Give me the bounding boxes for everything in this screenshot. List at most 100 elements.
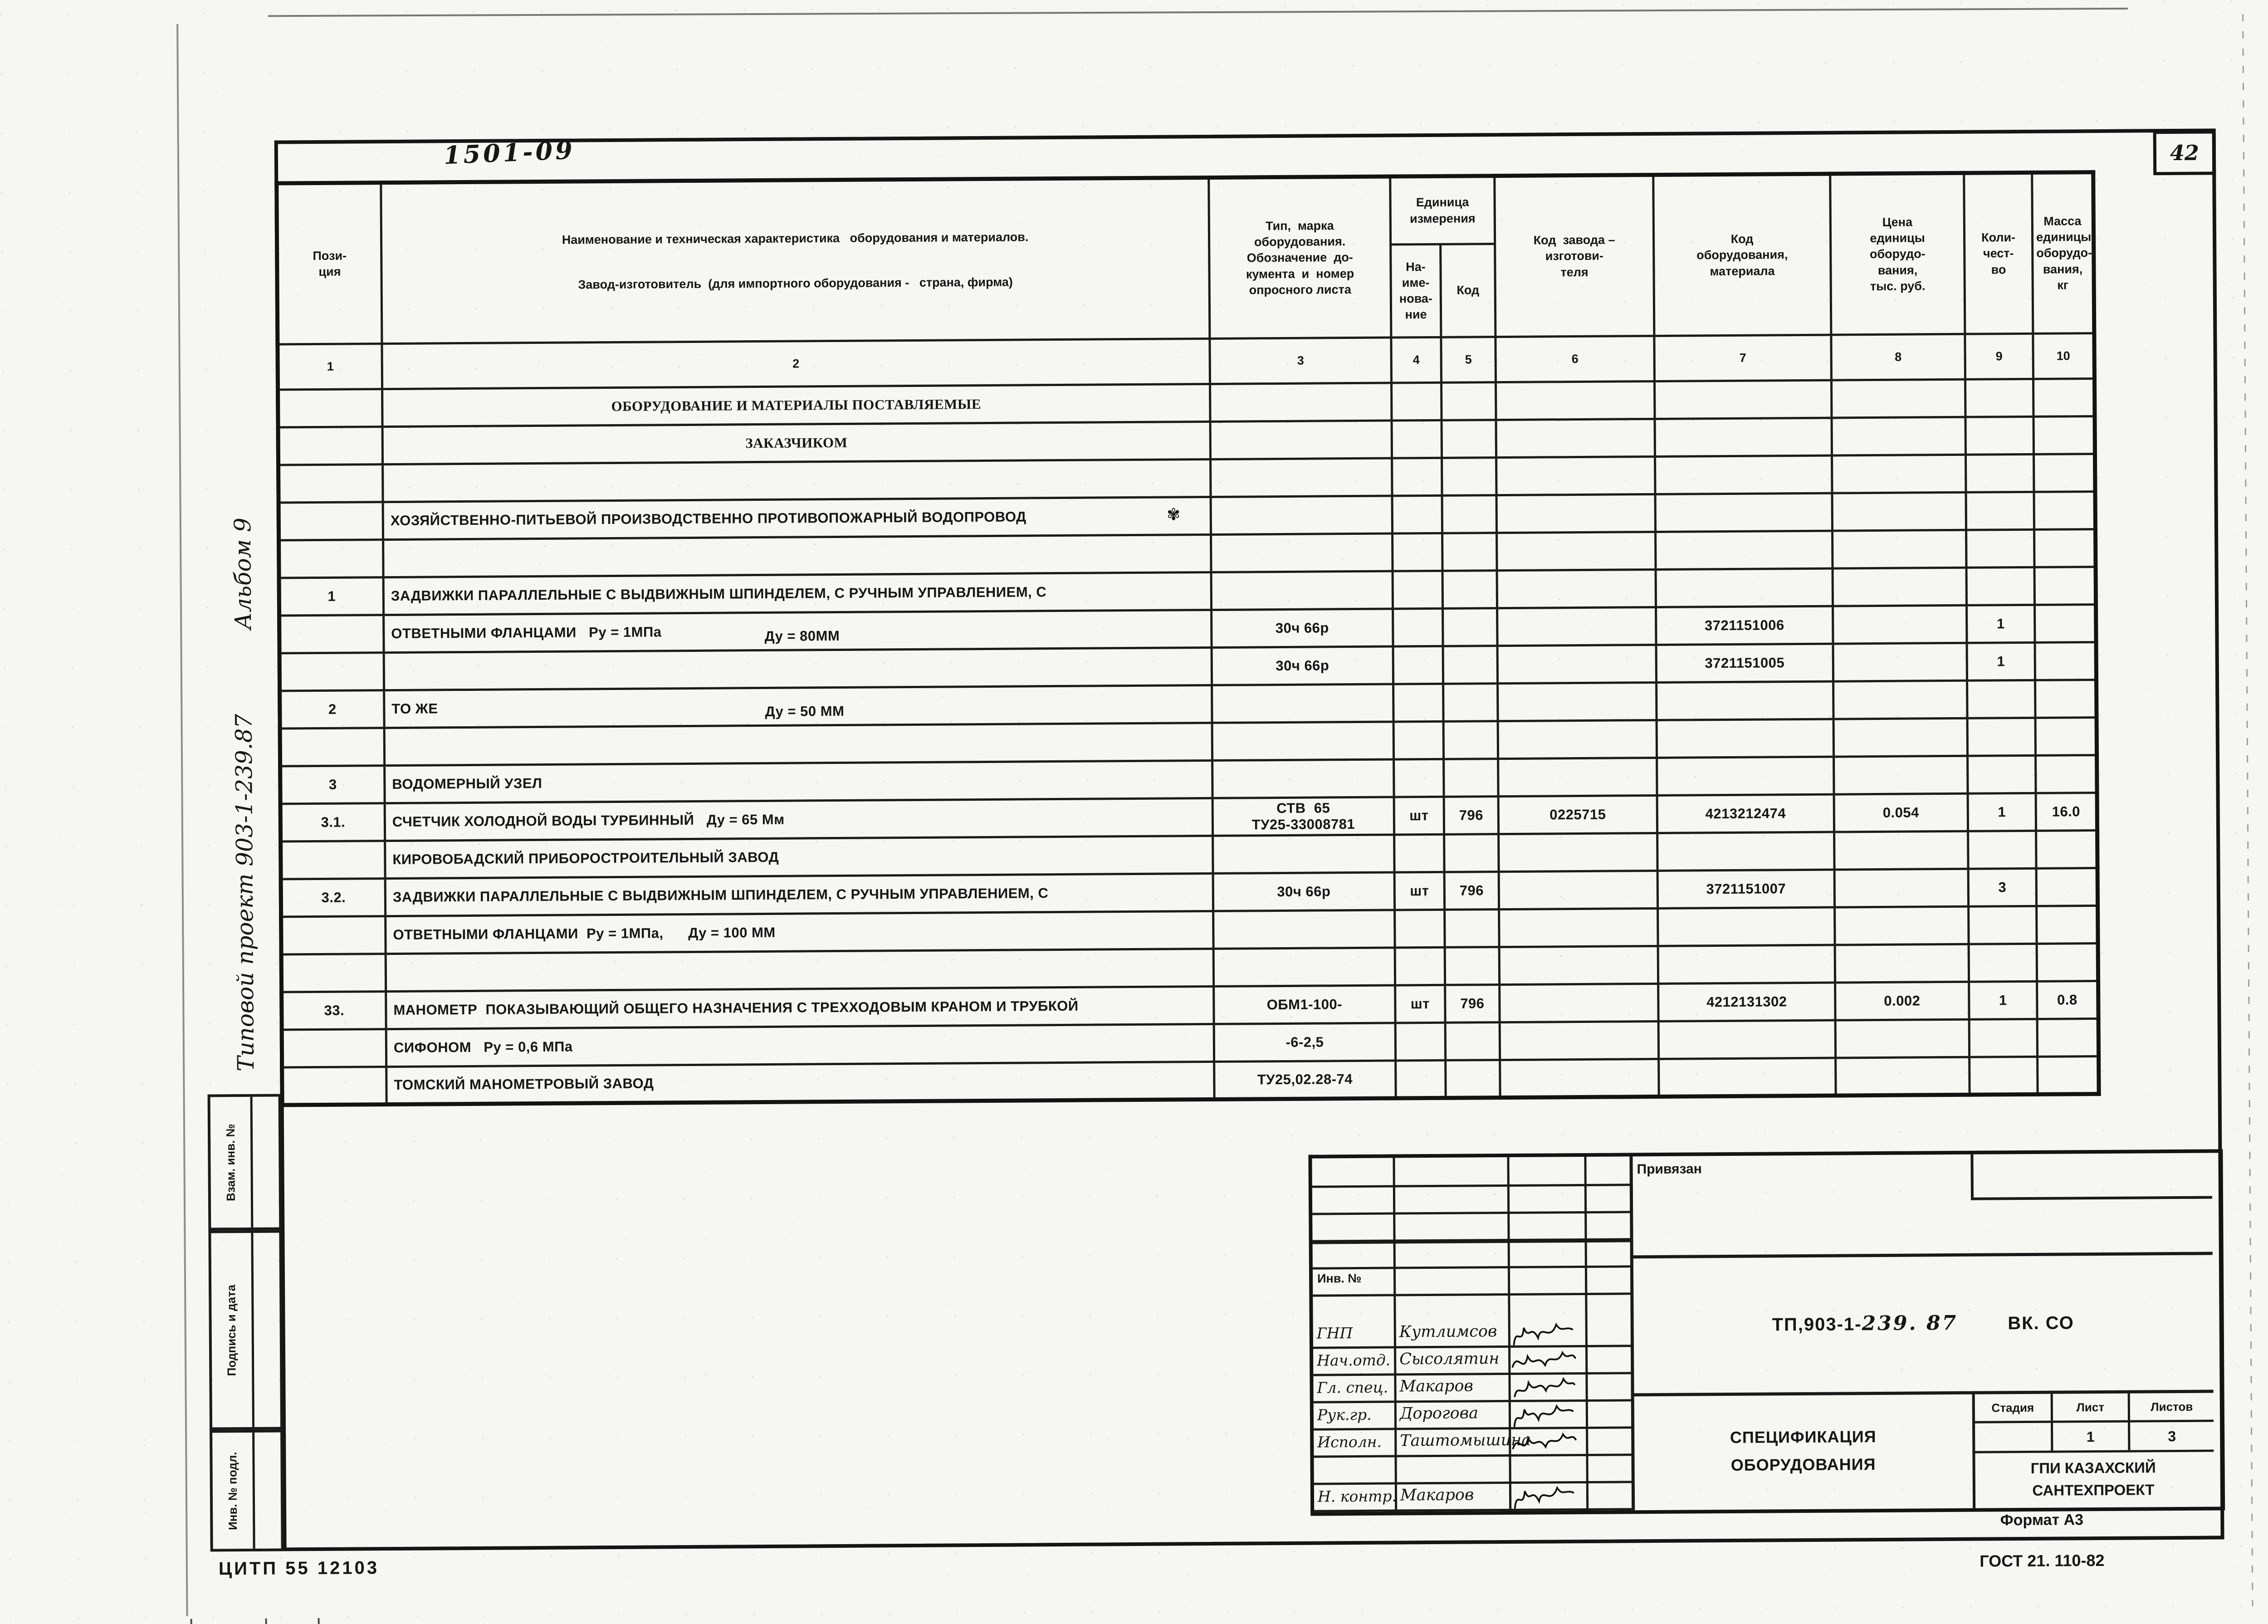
mass-cell: 16.0 bbox=[2036, 792, 2097, 831]
name-cell: ТОМСКИЙ МАНОМЕТРОВЫЙ ЗАВОД bbox=[386, 1061, 1215, 1105]
mass-cell bbox=[2033, 378, 2095, 417]
mass-cell bbox=[2034, 491, 2096, 530]
qty-cell bbox=[1967, 680, 2036, 719]
qty-cell bbox=[1969, 1057, 2038, 1095]
pos-cell bbox=[278, 464, 383, 503]
price-cell bbox=[1835, 944, 1969, 983]
stage-value bbox=[1975, 1423, 2051, 1451]
name-cell: СИФОНОМ Ру = 0,6 МПа bbox=[386, 1024, 1214, 1067]
code-cell bbox=[1445, 1022, 1500, 1061]
unit-cell bbox=[1393, 608, 1443, 647]
pos-cell bbox=[279, 652, 384, 691]
pos-cell bbox=[282, 1066, 387, 1105]
equip-cell: 3721151007 bbox=[1657, 870, 1835, 909]
pos-cell bbox=[280, 728, 385, 767]
qty-cell: 3 bbox=[1968, 868, 2037, 907]
mass-cell bbox=[2034, 567, 2096, 605]
margin-stamp-label: Подпись и дата bbox=[211, 1233, 252, 1428]
type-cell bbox=[1212, 835, 1395, 874]
signature-name: Макаров bbox=[1399, 1377, 1473, 1396]
pos-cell bbox=[278, 426, 383, 465]
margin-stamp-label: Взам. инв. № bbox=[210, 1097, 251, 1228]
item-name: СЧЕТЧИК ХОЛОДНОЙ ВОДЫ ТУРБИННЫЙ Ду = 65 … bbox=[392, 811, 785, 830]
header-factory-code: Код завода – изготови- теля bbox=[1494, 175, 1654, 337]
name-cell: СЧЕТЧИК ХОЛОДНОЙ ВОДЫ ТУРБИННЫЙ Ду = 65 … bbox=[385, 798, 1213, 841]
signature-row: Н. контр. Макаров bbox=[1314, 1483, 1632, 1512]
qty-cell: 1 bbox=[1967, 642, 2035, 681]
titleblock-line bbox=[1970, 1196, 2213, 1200]
column-number: 4 bbox=[1391, 337, 1442, 383]
mass-cell bbox=[2036, 868, 2098, 906]
margin-stamp-cell: Взам. инв. № bbox=[207, 1094, 282, 1231]
factory-cell bbox=[1497, 607, 1657, 646]
qty-cell bbox=[1969, 944, 2037, 982]
factory-cell bbox=[1497, 569, 1656, 608]
type-cell bbox=[1212, 684, 1394, 723]
equip-cell bbox=[1657, 907, 1835, 946]
unit-cell: шт bbox=[1394, 872, 1445, 910]
header-unit-code: Код bbox=[1440, 244, 1496, 338]
type-cell bbox=[1212, 759, 1394, 798]
qty-cell bbox=[1968, 906, 2037, 944]
code-cell bbox=[1443, 646, 1498, 684]
column-number: 6 bbox=[1495, 336, 1655, 382]
header-equip-code: Код оборудования, материала bbox=[1653, 174, 1831, 336]
equip-cell bbox=[1658, 1020, 1836, 1059]
fold-tick bbox=[265, 1618, 267, 1624]
mass-cell bbox=[2036, 905, 2098, 944]
document-title-line2: ОБОРУДОВАНИЯ bbox=[1730, 1455, 1876, 1474]
designation-number: 239. 87 bbox=[1862, 1311, 1958, 1335]
name-cell: ТО ЖЕ Ду = 50 ММ bbox=[384, 685, 1212, 728]
name-cell: ЗАДВИЖКИ ПАРАЛЛЕЛЬНЫЕ С ВЫДВИЖНЫМ ШПИНДЕ… bbox=[385, 873, 1213, 916]
signature-name: Таштомышина bbox=[1400, 1431, 1531, 1450]
unit-cell bbox=[1392, 420, 1442, 459]
mass-cell: 0.8 bbox=[2037, 981, 2099, 1019]
scan-edge-right bbox=[2242, 14, 2253, 1606]
code-cell bbox=[1445, 1060, 1501, 1098]
signature-grid: ГНП Кутлимсов Нач.отд. Сысолятин Гл. спец. Ма… bbox=[1313, 1320, 1632, 1512]
qty-cell bbox=[1966, 567, 2035, 606]
mass-cell bbox=[2034, 604, 2097, 643]
mass-cell bbox=[2035, 717, 2097, 756]
type-cell: 30ч 66р bbox=[1213, 872, 1395, 911]
equip-cell bbox=[1655, 455, 1833, 494]
equip-cell bbox=[1655, 493, 1833, 532]
type-cell bbox=[1211, 533, 1393, 572]
pos-cell bbox=[279, 615, 384, 654]
pos-cell: 3.1. bbox=[280, 803, 385, 841]
type-cell: ТУ25,02.28-74 bbox=[1214, 1060, 1396, 1100]
code-cell bbox=[1443, 721, 1498, 759]
item-name: ОТВЕТНЫМИ ФЛАНЦАМИ Ру = 1МПа bbox=[391, 624, 662, 642]
type-cell bbox=[1213, 910, 1395, 949]
code-cell bbox=[1442, 570, 1497, 609]
pos-cell: 33. bbox=[281, 991, 386, 1030]
name-cell: ЗАКАЗЧИКОМ bbox=[382, 421, 1211, 465]
signature-name: Сысолятин bbox=[1399, 1350, 1500, 1369]
name-cell: МАНОМЕТР ПОКАЗЫВАЮЩИЙ ОБЩЕГО НАЗНАЧЕНИЯ … bbox=[386, 986, 1214, 1029]
code-cell bbox=[1442, 608, 1498, 646]
pos-cell bbox=[281, 954, 386, 992]
factory-cell bbox=[1496, 456, 1656, 495]
price-cell bbox=[1832, 530, 1967, 569]
equip-cell bbox=[1657, 757, 1834, 796]
titleblock-line bbox=[1970, 1154, 1974, 1198]
code-cell bbox=[1442, 457, 1497, 496]
document-title: СПЕЦИФИКАЦИЯ ОБОРУДОВАНИЯ bbox=[1634, 1391, 1973, 1511]
unit-cell bbox=[1393, 759, 1444, 797]
mass-cell bbox=[2036, 830, 2098, 869]
qty-cell bbox=[1965, 416, 2034, 455]
item-name: ТО ЖЕ bbox=[391, 700, 438, 717]
equip-cell bbox=[1658, 945, 1835, 984]
signature-role: Н. контр. bbox=[1317, 1487, 1397, 1506]
pos-cell: 2 bbox=[279, 690, 385, 729]
signature-scribble bbox=[1512, 1432, 1577, 1449]
name-cell: ЗАДВИЖКИ ПАРАЛЛЕЛЬНЫЕ С ВЫДВИЖНЫМ ШПИНДЕ… bbox=[383, 572, 1212, 615]
signature-row: Нач.отд. Сысолятин bbox=[1313, 1347, 1631, 1376]
type-cell bbox=[1213, 947, 1395, 987]
equip-cell bbox=[1657, 719, 1834, 758]
unit-cell: шт bbox=[1394, 797, 1444, 835]
margin-stamp-text: Инв. № подл. bbox=[225, 1451, 240, 1530]
column-number: 3 bbox=[1209, 338, 1392, 384]
name-cell: ХОЗЯЙСТВЕННО-ПИТЬЕВОЙ ПРОИЗВОДСТВЕННО ПР… bbox=[383, 497, 1211, 540]
